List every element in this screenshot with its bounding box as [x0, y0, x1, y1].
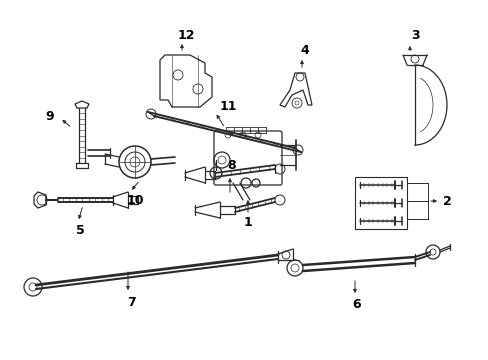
Text: 3: 3	[410, 28, 418, 41]
Text: 2: 2	[442, 194, 450, 207]
FancyBboxPatch shape	[214, 131, 282, 185]
Text: 12: 12	[177, 28, 194, 41]
Text: 4: 4	[300, 44, 309, 57]
Text: 6: 6	[352, 297, 361, 310]
Bar	[354, 177, 406, 229]
Text: 5: 5	[76, 224, 84, 237]
Text: 9: 9	[45, 109, 54, 122]
Text: 8: 8	[227, 158, 236, 171]
Text: 1: 1	[243, 216, 252, 229]
Text: 11: 11	[219, 99, 236, 113]
Text: 7: 7	[126, 297, 135, 310]
Text: 10: 10	[126, 194, 143, 207]
